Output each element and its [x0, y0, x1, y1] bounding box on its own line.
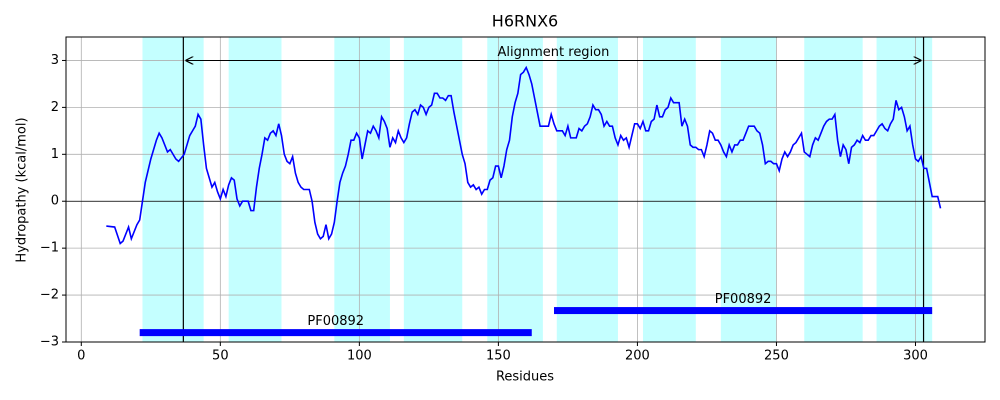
- region-band: [403, 37, 463, 342]
- y-tick-label: 0: [51, 194, 59, 209]
- region-band: [642, 37, 696, 342]
- hydropathy-line: [106, 65, 942, 245]
- x-tick-label: 300: [903, 349, 928, 364]
- annotation-label: Alignment region: [498, 45, 610, 60]
- region-band: [228, 37, 282, 342]
- x-tick-label: 100: [347, 349, 372, 364]
- region-band: [334, 37, 390, 342]
- y-axis-label: Hydropathy (kcal/mol): [15, 117, 30, 262]
- plot-frame: [65, 36, 986, 343]
- y-tick-label: 2: [51, 100, 59, 115]
- domain-bar: [554, 307, 933, 315]
- region-band: [804, 37, 863, 342]
- y-tick-label: 1: [51, 147, 59, 162]
- x-tick-label: 0: [77, 349, 85, 364]
- x-tick-label: 50: [212, 349, 229, 364]
- region-band: [720, 37, 777, 342]
- y-tick-label: 3: [51, 53, 59, 68]
- x-tick-label: 250: [764, 349, 789, 364]
- domain-label: PF00892: [715, 292, 772, 307]
- domain-bar: [139, 329, 532, 337]
- x-tick-label: 200: [625, 349, 650, 364]
- y-tick-label: −1: [40, 241, 59, 256]
- y-tick-label: −3: [40, 335, 59, 350]
- x-tick-label: 150: [486, 349, 511, 364]
- region-band: [142, 37, 204, 342]
- y-tick-label: −2: [40, 288, 59, 303]
- region-band: [876, 37, 933, 342]
- x-axis-label: Residues: [496, 370, 554, 385]
- region-band: [556, 37, 618, 342]
- domain-label: PF00892: [307, 314, 364, 329]
- region-band: [487, 37, 543, 342]
- chart-title: H6RNX6: [492, 12, 558, 31]
